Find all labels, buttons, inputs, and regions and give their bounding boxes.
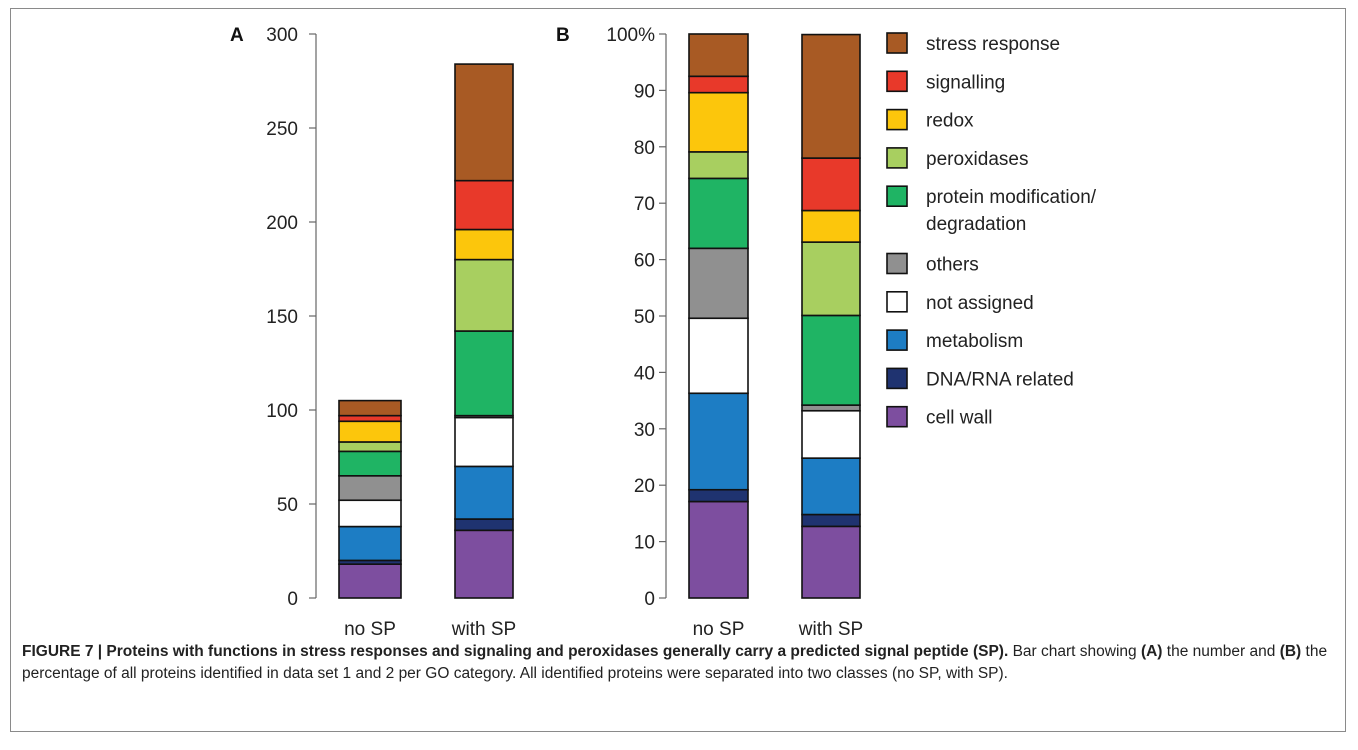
panel-b-bar-no-sp-dna-rna-related (688, 488, 749, 503)
panel-b-bar-with-sp-peroxidases (801, 241, 861, 317)
panel-b-bar-no-sp-peroxidases (688, 151, 749, 180)
panel-a-bar-with-sp-protein-modification-degradation (454, 330, 514, 417)
panel-b-y-tick-label: 30 (634, 420, 655, 441)
panel-b-y-tick-label: 40 (634, 363, 655, 384)
legend: stress response signalling redox peroxidase… (886, 32, 1097, 429)
panel-b-y-tick-label: 0 (644, 589, 655, 610)
panel-b-bar-no-sp-redox (688, 91, 749, 153)
legend-label-stress-response: stress response (926, 34, 1060, 55)
panel-a-y-tick-label: 100 (266, 401, 298, 422)
panel-a-bar-with-sp-not-assigned (454, 416, 514, 468)
panel-b-letter: B (556, 25, 570, 46)
panel-b-y-tick-label: 50 (634, 307, 655, 328)
panel-a-bar-with-sp-signalling (454, 179, 514, 231)
panel-a-bar-no-sp-not-assigned (338, 499, 402, 528)
panel-a-bar-with-sp-metabolism (454, 465, 514, 520)
panel-a-bar-no-sp-others (338, 474, 402, 502)
panel-a-y-tick-label: 300 (266, 25, 298, 46)
figure-frame (10, 8, 1346, 732)
panel-b-y-tick-label: 10 (634, 533, 655, 554)
legend-swatch-dna-rna-related (886, 367, 908, 390)
panel-a-y-tick-label: 50 (277, 495, 298, 516)
caption-ref-b: (B) (1279, 643, 1302, 660)
panel-b-y-tick-label: 20 (634, 476, 655, 497)
panel-a-bar-no-sp-signalling (338, 414, 402, 423)
legend-label-others: others (926, 255, 979, 276)
caption-text-2: the number and (1162, 643, 1280, 660)
panel-a-chart: A 0 50 100 150 200 250 300 no SP with SP (230, 25, 516, 640)
panel-b-bar-no-sp-metabolism (688, 392, 749, 491)
panel-b-bar-with-sp-protein-modification-degradation (801, 314, 861, 406)
legend-label-peroxidases: peroxidases (926, 149, 1028, 170)
panel-b-bar-with-sp-metabolism (801, 457, 861, 516)
legend-label-protein-modification-degradation-line2: degradation (926, 214, 1026, 235)
panel-b-bar-no-sp-others (688, 247, 749, 320)
panel-b-y-tick-label: 60 (634, 251, 655, 272)
panel-b-x-label-no-sp: no SP (693, 619, 745, 640)
panel-a-y-tick-label: 250 (266, 119, 298, 140)
panel-a-x-label-no-sp: no SP (344, 619, 396, 640)
panel-a-bar-no-sp-cell-wall (338, 563, 402, 599)
panel-a-letter: A (230, 25, 244, 46)
figure-caption: FIGURE 7 | Proteins with functions in st… (22, 641, 1340, 685)
panel-a-x-label-with-sp: with SP (451, 619, 516, 640)
caption-text-1: Bar chart showing (1008, 643, 1141, 660)
panel-a-bar-with-sp-stress-response (454, 63, 514, 182)
panel-b-bar-no-sp-stress-response (688, 33, 749, 78)
panel-b-y-tick-label: 80 (634, 138, 655, 159)
panel-a-y-tick-label: 0 (287, 589, 298, 610)
legend-swatch-stress-response (886, 32, 908, 54)
panel-a-bar-no-sp-metabolism (338, 525, 402, 562)
legend-swatch-peroxidases (886, 147, 908, 169)
panel-b-bar-with-sp-stress-response (801, 33, 861, 159)
panel-a-bar-with-sp-redox (454, 228, 514, 261)
panel-a-bar-with-sp-dna-rna-related (454, 518, 514, 532)
legend-label-signalling: signalling (926, 72, 1005, 93)
panel-b-bar-with-sp-cell-wall (801, 525, 861, 599)
caption-text-3: the percentage of all proteins identifie… (22, 643, 1328, 682)
legend-swatch-metabolism (886, 329, 908, 351)
panel-a-bar-no-sp-protein-modification-degradation (338, 450, 402, 477)
panel-a-bar-no-sp-stress-response (338, 399, 402, 417)
panel-b-bar-with-sp-not-assigned (801, 409, 861, 459)
panel-b-bar-no-sp-signalling (688, 75, 749, 94)
panel-b-bar-with-sp-signalling (801, 157, 861, 212)
legend-label-cell-wall: cell wall (926, 408, 993, 429)
legend-swatch-not-assigned (886, 290, 908, 313)
legend-label-dna-rna-related: DNA/RNA related (926, 369, 1074, 390)
panel-b-bar-no-sp-not-assigned (688, 317, 749, 395)
panel-a-y-tick-label: 150 (266, 307, 298, 328)
legend-label-redox: redox (926, 111, 974, 132)
panel-b-y-tick-label: 70 (634, 194, 655, 215)
panel-a-y-tick-label: 200 (266, 213, 298, 234)
panel-a-bar-no-sp-peroxidases (338, 441, 402, 453)
legend-swatch-protein-modification-degradation (886, 185, 908, 207)
panel-b-x-label-with-sp: with SP (798, 619, 863, 640)
legend-swatch-cell-wall (886, 405, 908, 428)
panel-b-bar-no-sp-protein-modification-degradation (688, 177, 749, 250)
panel-b-bar-no-sp-cell-wall (688, 500, 749, 599)
panel-b-y-tick-label: 100% (606, 25, 655, 46)
panel-a-bar-with-sp-cell-wall (454, 529, 514, 599)
legend-swatch-others (886, 252, 908, 275)
panel-b-bar-with-sp-redox (801, 209, 861, 243)
figure-7-chart: A 0 50 100 150 200 250 300 no SP with SP B 0 10 20 30… (230, 25, 1097, 640)
panel-b-bar-with-sp-dna-rna-related (801, 513, 861, 528)
caption-ref-a: (A) (1140, 643, 1163, 660)
caption-title: FIGURE 7 | Proteins with functions in st… (22, 643, 1009, 660)
legend-swatch-redox (886, 108, 908, 131)
legend-label-protein-modification-degradation: protein modification/ (926, 187, 1097, 208)
panel-b-chart: B 0 10 20 30 40 50 60 70 80 90 100% no SP with SP (556, 25, 863, 640)
panel-a-bar-no-sp-redox (338, 420, 402, 443)
panel-a-bar-with-sp-peroxidases (454, 258, 514, 332)
legend-label-metabolism: metabolism (926, 331, 1023, 352)
panel-b-y-tick-label: 90 (634, 81, 655, 102)
legend-label-not-assigned: not assigned (926, 293, 1034, 314)
legend-swatch-signalling (886, 70, 908, 93)
panel-b-bar-with-sp-others (801, 404, 861, 412)
